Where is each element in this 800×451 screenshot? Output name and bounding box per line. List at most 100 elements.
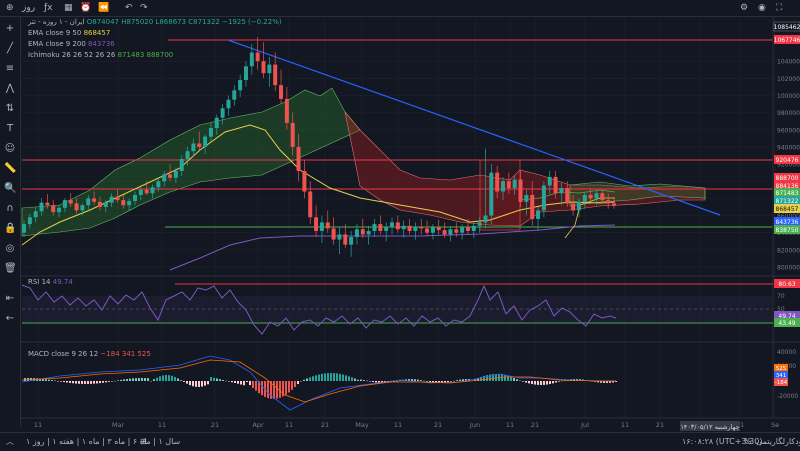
candle-body: [553, 176, 558, 194]
candle-body: [39, 202, 44, 212]
candle-body: [51, 205, 56, 213]
interval-button[interactable]: روز: [22, 3, 36, 13]
macd-bar: [525, 381, 527, 383]
macd-bar: [174, 376, 176, 381]
macd-bar: [117, 380, 119, 381]
symbol-legend[interactable]: ایران - ۱ روزه - تتر O874047 H875020 L86…: [27, 18, 282, 26]
prediction-icon[interactable]: ⇅: [5, 103, 15, 114]
macd-bar: [315, 375, 317, 381]
rsi-line: [21, 284, 617, 335]
alert-icon[interactable]: ⏰: [80, 3, 92, 13]
emoji-icon[interactable]: ☺: [4, 143, 16, 154]
camera-icon[interactable]: ◉: [758, 3, 766, 13]
time-tick: 11: [34, 421, 42, 429]
arrow-icon[interactable]: ←: [5, 313, 15, 324]
chevron-up-icon[interactable]: ︿: [6, 437, 14, 446]
trash-icon[interactable]: 🗑: [4, 263, 17, 274]
replay-icon[interactable]: ⏪: [98, 3, 110, 13]
layout-icon[interactable]: ▦: [64, 3, 73, 13]
macd-bar: [519, 380, 521, 382]
candle-body: [296, 146, 301, 171]
candle-body: [132, 194, 137, 201]
macd-bar: [333, 373, 335, 381]
candle-body: [226, 99, 231, 109]
macd-bar: [291, 381, 293, 390]
lock-icon[interactable]: 🔒: [4, 223, 17, 234]
macd-line: [21, 355, 616, 411]
fib-icon[interactable]: ≡: [5, 63, 15, 74]
macd-legend[interactable]: MACD close 9 26 12 −184 341 525: [28, 350, 151, 358]
trend-line: [227, 39, 721, 216]
candle-body: [407, 225, 412, 231]
macd-bar: [414, 379, 416, 381]
macd-bar: [297, 381, 299, 385]
price-badge: 843736: [776, 219, 799, 226]
indicators-icon[interactable]: ƒx: [44, 3, 53, 13]
macd-bar: [507, 375, 509, 381]
log-toggle[interactable]: لگاریتمی: [756, 437, 786, 446]
magnet-icon[interactable]: ∩: [6, 203, 14, 214]
macd-bar: [363, 380, 365, 381]
undo-icon[interactable]: ↶: [125, 3, 133, 13]
fullscreen-icon[interactable]: ⛶: [776, 3, 783, 13]
ruler-icon[interactable]: 📏: [4, 163, 17, 174]
chart-area[interactable]: 1040000 1020000 1000000 980000 960000 940000 9…: [0, 0, 800, 432]
macd-bar: [444, 381, 446, 383]
settings-icon[interactable]: ⚙: [740, 3, 749, 13]
macd-bar: [354, 378, 356, 381]
percent-toggle[interactable]: %: [744, 437, 752, 446]
macd-bar: [279, 381, 281, 398]
eye-icon[interactable]: ◎: [5, 243, 15, 254]
ichimoku-legend[interactable]: Ichimoku 26 26 52 26 26 871483 888700: [28, 51, 173, 59]
top-toolbar: ⊕ روز ƒx ▦ ⏰ ⏪ ↶ ↷ ⚙ ◉ ⛶: [0, 0, 800, 17]
candle-body: [115, 196, 120, 201]
macd-bar: [120, 379, 122, 381]
macd-bar: [75, 381, 77, 384]
price-tick: 1020000: [777, 76, 800, 83]
crosshair-icon[interactable]: +: [5, 23, 15, 34]
auto-toggle[interactable]: خودکار: [785, 437, 800, 446]
candle-body: [103, 202, 108, 207]
ema200-legend[interactable]: EMA close 9 200 843736: [28, 40, 115, 48]
candle-body: [401, 225, 406, 230]
candle-body: [138, 189, 143, 195]
macd-bar: [210, 377, 212, 381]
price-axis[interactable]: 1040000 1020000 1000000 980000 960000 940000 9…: [772, 17, 800, 418]
candle-body: [541, 185, 546, 211]
macd-bar: [273, 381, 275, 399]
time-axis[interactable]: 11Mar1121Apr1121May1121Jun1121Jul1121Aug…: [34, 421, 779, 429]
price-badge-bg: [774, 35, 800, 44]
rsi-legend[interactable]: RSI 14 49.74: [28, 278, 73, 286]
clock-time: ۱۶:۰۸:۲۸ (UTC+3:30): [682, 437, 763, 446]
trendline-icon[interactable]: ╱: [6, 43, 14, 54]
add-icon[interactable]: ⊕: [6, 3, 14, 13]
collapse-icon[interactable]: ⇤: [5, 293, 15, 304]
text-icon[interactable]: T: [6, 123, 14, 134]
pattern-icon[interactable]: ⋀: [5, 83, 15, 94]
macd-bar: [102, 381, 104, 383]
macd-bar: [156, 377, 158, 381]
range-buttons[interactable]: سال ۱ | ماه ۶ | ماه ۳ | ماه ۱ | هفته ۱ |…: [26, 437, 181, 446]
candle-body: [121, 200, 126, 206]
price-badge: 920476: [776, 157, 799, 164]
macd-bar: [513, 378, 515, 381]
candles: [22, 37, 616, 257]
candle-body: [343, 234, 348, 245]
macd-bar: [57, 381, 59, 382]
macd-bar: [393, 381, 395, 382]
macd-tick: -20000: [777, 393, 798, 400]
price-tick: 820000: [777, 247, 800, 254]
price-badge-bg: [774, 196, 800, 205]
time-tick: 11: [506, 421, 514, 429]
redo-icon[interactable]: ↷: [140, 3, 148, 13]
macd-bar: [276, 381, 278, 399]
macd-badge: 525: [776, 366, 787, 372]
ema50-legend[interactable]: EMA close 9 50 868457: [28, 29, 110, 37]
macd-bar: [150, 381, 152, 382]
macd-bar: [246, 381, 248, 383]
macd-bar: [231, 381, 233, 383]
calendar-icon[interactable]: ⊞: [140, 437, 147, 446]
macd-bar: [285, 381, 287, 395]
zoom-icon[interactable]: 🔍: [4, 183, 17, 194]
macd-bar: [180, 380, 182, 381]
